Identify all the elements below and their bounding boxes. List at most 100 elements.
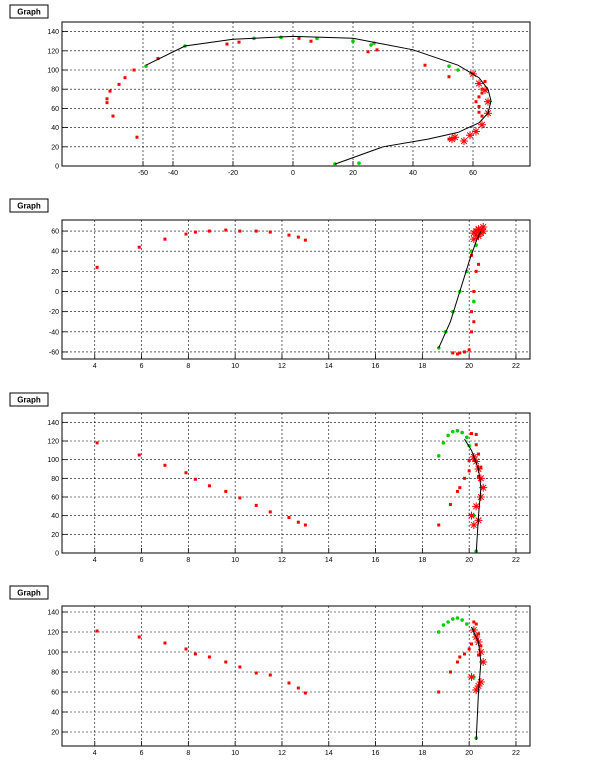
data-point-square [207, 655, 211, 659]
x-tick-label: 6 [140, 363, 144, 370]
y-tick-label: 20 [51, 144, 59, 151]
data-point-circle [450, 617, 455, 621]
x-tick-label: 10 [231, 557, 239, 564]
data-point-circle [456, 68, 460, 72]
chart-panel-2: Graph 4 6 8 10 12 14 16 18 20 22 -60 -40 -20 0 20 40 60 [9, 198, 531, 370]
data-point-square [225, 42, 229, 46]
data-point-square [238, 229, 242, 233]
chart-panel-1: Graph -50 -40 -20 0 20 40 60 0 20 40 60 80 100 120 140 [9, 4, 531, 177]
chart-title: Graph [17, 202, 41, 211]
y-tick-label: 40 [51, 125, 59, 132]
x-tick-label: 12 [278, 557, 286, 564]
data-point-star [476, 226, 485, 235]
data-point-square [472, 320, 476, 324]
data-point-star [474, 225, 483, 234]
data-point-circle [436, 630, 441, 634]
data-point-square [135, 135, 139, 139]
fit-curve [145, 35, 492, 165]
data-point-square [296, 686, 300, 690]
data-point-square [470, 310, 473, 314]
data-point-square [287, 681, 291, 685]
x-tick-label: 18 [418, 557, 426, 564]
data-point-square [95, 441, 99, 445]
data-point-star [472, 127, 480, 136]
data-point-square [163, 641, 167, 645]
x-tick-label: 0 [291, 170, 295, 177]
data-point-star [460, 137, 468, 146]
data-point-square [105, 97, 109, 101]
x-tick-label: 4 [93, 363, 97, 370]
data-point-star [479, 658, 488, 666]
chart-title-box [9, 585, 49, 600]
y-tick-label: 20 [51, 730, 59, 737]
data-point-square [296, 520, 300, 524]
data-point-circle [446, 620, 450, 624]
chart-title-box [9, 392, 49, 407]
data-point-square [483, 80, 487, 84]
data-point-square [117, 82, 121, 86]
chart-title-box [9, 198, 49, 213]
data-point-square [156, 56, 160, 60]
y-tick-label: 140 [47, 420, 59, 427]
fit-curve [464, 438, 482, 554]
x-tick-label: 18 [418, 363, 426, 370]
data-point-square [303, 691, 307, 695]
data-point-star [469, 235, 478, 244]
x-tick-label: -40 [168, 170, 178, 177]
data-point-square [254, 671, 258, 675]
x-tick-label: 10 [231, 363, 239, 370]
data-point-square [268, 673, 272, 677]
data-point-square [207, 229, 211, 233]
data-point-square [375, 48, 379, 52]
data-point-square [437, 523, 441, 527]
chart-title: Graph [17, 396, 41, 405]
data-point-square [184, 647, 188, 651]
data-point-square [477, 104, 481, 108]
data-point-square [366, 50, 370, 54]
y-tick-label: 20 [51, 269, 59, 276]
x-tick-label: 8 [186, 557, 190, 564]
data-point-circle [441, 623, 446, 627]
data-point-square [111, 114, 115, 118]
data-point-square [477, 452, 481, 456]
data-point-square [437, 690, 441, 694]
y-tick-label: 0 [55, 551, 59, 558]
y-tick-label: 0 [55, 164, 59, 171]
data-point-circle [455, 616, 460, 620]
data-point-square [224, 228, 228, 232]
x-tick-label: 12 [278, 750, 286, 757]
x-tick-label: 20 [465, 557, 473, 564]
data-point-square [474, 269, 478, 273]
data-point-square [193, 477, 197, 481]
y-tick-label: 60 [51, 495, 59, 502]
data-point-square [207, 484, 211, 488]
data-point-square [193, 230, 197, 234]
data-point-square [467, 459, 471, 463]
x-tick-label: 14 [325, 557, 333, 564]
data-point-square [224, 660, 228, 664]
x-tick-label: 20 [465, 363, 473, 370]
y-tick-label: 0 [55, 289, 59, 296]
x-tick-label: 14 [325, 363, 333, 370]
data-point-square [268, 510, 272, 514]
data-point-square [238, 665, 242, 669]
data-point-square [467, 348, 471, 352]
y-tick-label: 80 [51, 670, 59, 677]
data-point-star [478, 120, 486, 129]
y-tick-label: 140 [47, 29, 59, 36]
data-point-circle [441, 441, 446, 445]
fit-curve [438, 230, 482, 349]
chart-title: Graph [17, 8, 41, 17]
y-tick-label: 40 [51, 249, 59, 256]
data-point-square [458, 351, 462, 355]
data-point-star [484, 97, 492, 106]
data-point-circle [455, 428, 460, 433]
data-point-circle [460, 430, 464, 435]
data-point-star [466, 131, 474, 140]
chart-title: Graph [17, 589, 41, 598]
data-point-square [458, 655, 462, 659]
data-point-star [481, 86, 489, 95]
x-tick-label: 20 [465, 750, 473, 757]
data-point-square [163, 463, 167, 467]
data-point-circle [351, 39, 355, 43]
